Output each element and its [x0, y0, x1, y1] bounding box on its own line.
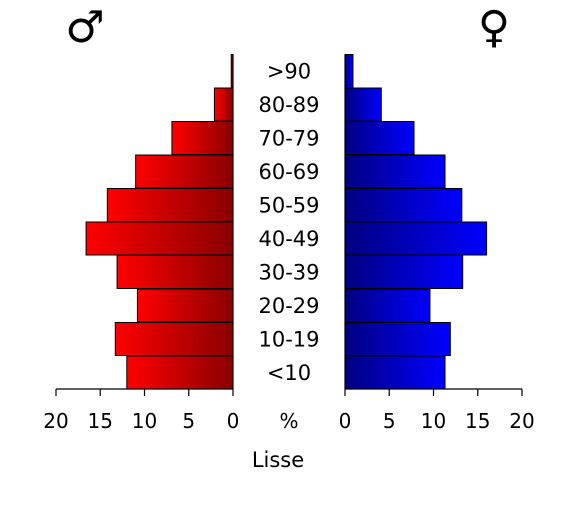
male-symbol: ♂	[65, 2, 104, 53]
female-bar-1	[344, 322, 451, 356]
male-tick-label-4: 0	[227, 409, 240, 433]
age-labels: <10 10-19 20-29 30-39 40-49 50-59 60-69 70-79 80…	[258, 60, 319, 386]
female-symbol: ♀	[478, 2, 510, 53]
female-bar-7	[344, 121, 415, 155]
male-bar-5	[106, 188, 234, 222]
female-bar-2	[344, 288, 431, 323]
male-tick-label-0: 20	[43, 409, 68, 433]
female-bar-8	[344, 87, 382, 122]
age-label-7: 70-79	[258, 127, 319, 151]
male-bar-2	[136, 288, 234, 323]
age-label-6: 60-69	[258, 160, 319, 184]
female-bar-9	[344, 54, 354, 88]
male-bar-0	[126, 355, 234, 390]
female-tick-label-3: 5	[383, 409, 396, 433]
x-axis-caption: Lisse	[252, 448, 304, 472]
female-tick-label-2: 10	[421, 409, 446, 433]
male-bar-6	[135, 154, 234, 189]
female-bar-3	[344, 255, 464, 289]
female-bar-0	[344, 355, 446, 390]
age-label-0: <10	[267, 361, 311, 385]
male-bar-8	[213, 87, 234, 122]
age-label-4: 40-49	[258, 227, 319, 251]
age-label-5: 50-59	[258, 194, 319, 218]
female-tick-label-0: 20	[509, 409, 534, 433]
male-axis-ticks: 20 15 10 5 0	[43, 389, 239, 433]
female-bar-6	[344, 154, 446, 189]
female-tick-label-4: 0	[339, 409, 352, 433]
axis-unit-label: %	[279, 409, 298, 433]
male-bar-3	[116, 255, 234, 289]
age-label-8: 80-89	[258, 93, 319, 117]
female-bar-4	[344, 221, 488, 256]
male-tick-label-2: 10	[132, 409, 157, 433]
male-tick-label-1: 15	[88, 409, 113, 433]
male-bars	[85, 54, 234, 390]
female-bars	[344, 54, 488, 390]
male-bar-1	[114, 322, 234, 356]
male-bar-4	[85, 221, 234, 256]
female-tick-label-1: 15	[465, 409, 490, 433]
age-label-2: 20-29	[258, 294, 319, 318]
male-bar-7	[171, 121, 234, 155]
age-label-9: >90	[267, 60, 311, 84]
male-tick-label-3: 5	[182, 409, 195, 433]
female-axis-ticks: 20 15 10 5 0	[339, 389, 535, 433]
age-label-1: 10-19	[258, 328, 319, 352]
female-bar-5	[344, 188, 463, 222]
age-label-3: 30-39	[258, 261, 319, 285]
